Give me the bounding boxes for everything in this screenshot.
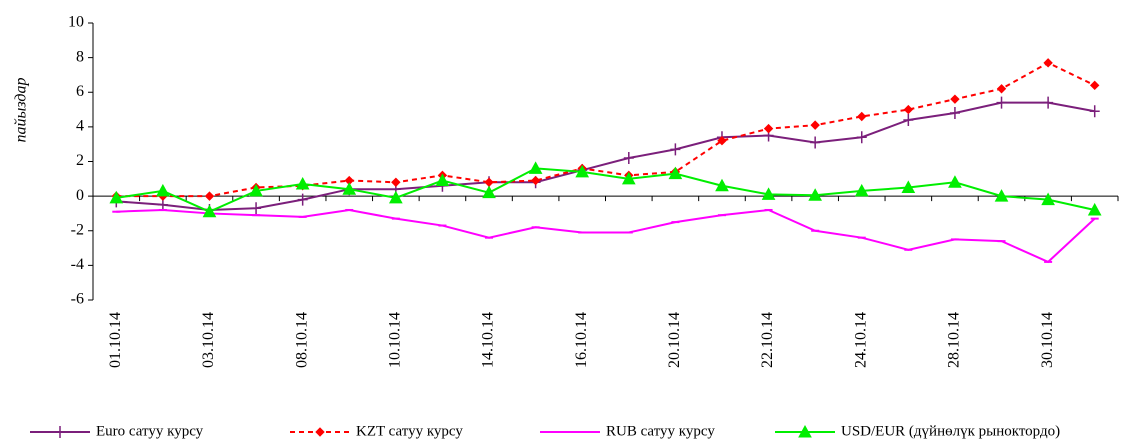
marker — [391, 177, 401, 187]
x-tick-label: 28.10.14 — [946, 312, 963, 368]
y-tick-label: -2 — [71, 221, 84, 238]
marker — [342, 182, 357, 195]
series-line — [116, 208, 1096, 264]
x-tick-label: 22.10.14 — [759, 312, 776, 368]
y-tick-label: -4 — [71, 256, 84, 273]
x-tick-label: 08.10.14 — [293, 312, 310, 368]
legend-label: RUB сатуу курсу — [606, 423, 715, 439]
marker — [903, 104, 914, 115]
marker — [668, 166, 683, 180]
marker — [109, 190, 124, 204]
legend-item: RUB сатуу курсу — [540, 423, 715, 439]
legend-item: USD/EUR (дүйнөлүк рыноктордо) — [775, 423, 1060, 439]
series-line — [116, 167, 1095, 213]
marker — [156, 183, 170, 197]
y-tick-label: 4 — [76, 118, 84, 135]
x-tick-label: 14.10.14 — [480, 312, 497, 368]
marker — [854, 183, 869, 197]
marker — [763, 123, 774, 134]
x-tick-label: 03.10.14 — [200, 312, 217, 368]
marker — [484, 177, 494, 187]
marker — [810, 136, 821, 149]
marker — [950, 94, 960, 104]
y-tick-label: -6 — [71, 291, 84, 308]
marker — [315, 427, 325, 437]
marker — [1089, 80, 1100, 91]
marker — [994, 189, 1009, 202]
series-line — [116, 101, 1095, 211]
marker — [295, 176, 310, 190]
legend-item: Euro сатуу курсу — [30, 423, 204, 439]
marker — [857, 111, 867, 122]
marker — [482, 185, 496, 199]
marker — [856, 131, 867, 144]
y-tick-label: 2 — [76, 152, 84, 169]
marker — [717, 136, 727, 146]
x-tick-label: 20.10.14 — [666, 312, 683, 368]
marker — [249, 183, 263, 197]
y-axis-label: пайыздар — [13, 78, 30, 143]
x-tick-label: 16.10.14 — [573, 312, 590, 368]
marker — [901, 180, 916, 193]
marker — [903, 113, 914, 126]
y-tick-label: 6 — [76, 83, 84, 100]
marker — [715, 178, 729, 192]
marker — [530, 175, 541, 186]
marker — [670, 143, 681, 156]
marker — [623, 152, 634, 165]
marker — [1089, 105, 1100, 118]
marker — [1087, 202, 1102, 216]
marker — [1043, 58, 1053, 68]
y-tick-label: 10 — [68, 14, 84, 31]
marker — [1041, 192, 1055, 206]
marker — [202, 204, 217, 218]
y-tick-label: 8 — [76, 48, 84, 65]
x-tick-label: 30.10.14 — [1039, 312, 1056, 368]
legend-label: USD/EUR (дүйнөлүк рыноктордо) — [841, 423, 1060, 439]
marker — [948, 175, 962, 188]
marker — [435, 173, 450, 187]
marker — [949, 107, 960, 120]
marker — [810, 120, 820, 130]
marker — [1043, 96, 1054, 109]
x-tick-label: 10.10.14 — [387, 312, 404, 368]
marker — [808, 188, 823, 201]
marker — [798, 424, 812, 438]
marker — [996, 96, 1007, 109]
marker — [621, 171, 636, 185]
marker — [528, 161, 543, 174]
legend-label: Euro сатуу курсу — [96, 423, 204, 439]
marker — [251, 202, 262, 215]
marker — [297, 193, 308, 206]
marker — [575, 164, 590, 178]
legend-label: KZT сатуу курсу — [356, 423, 463, 439]
legend-item: KZT сатуу курсу — [290, 423, 463, 439]
x-tick-label: 01.10.14 — [107, 312, 124, 368]
marker — [761, 187, 776, 200]
x-tick-label: 24.10.14 — [852, 312, 869, 368]
marker — [204, 191, 215, 201]
marker — [388, 190, 403, 204]
y-tick-label: 0 — [76, 187, 84, 204]
marker — [55, 426, 65, 438]
marker — [996, 84, 1007, 94]
